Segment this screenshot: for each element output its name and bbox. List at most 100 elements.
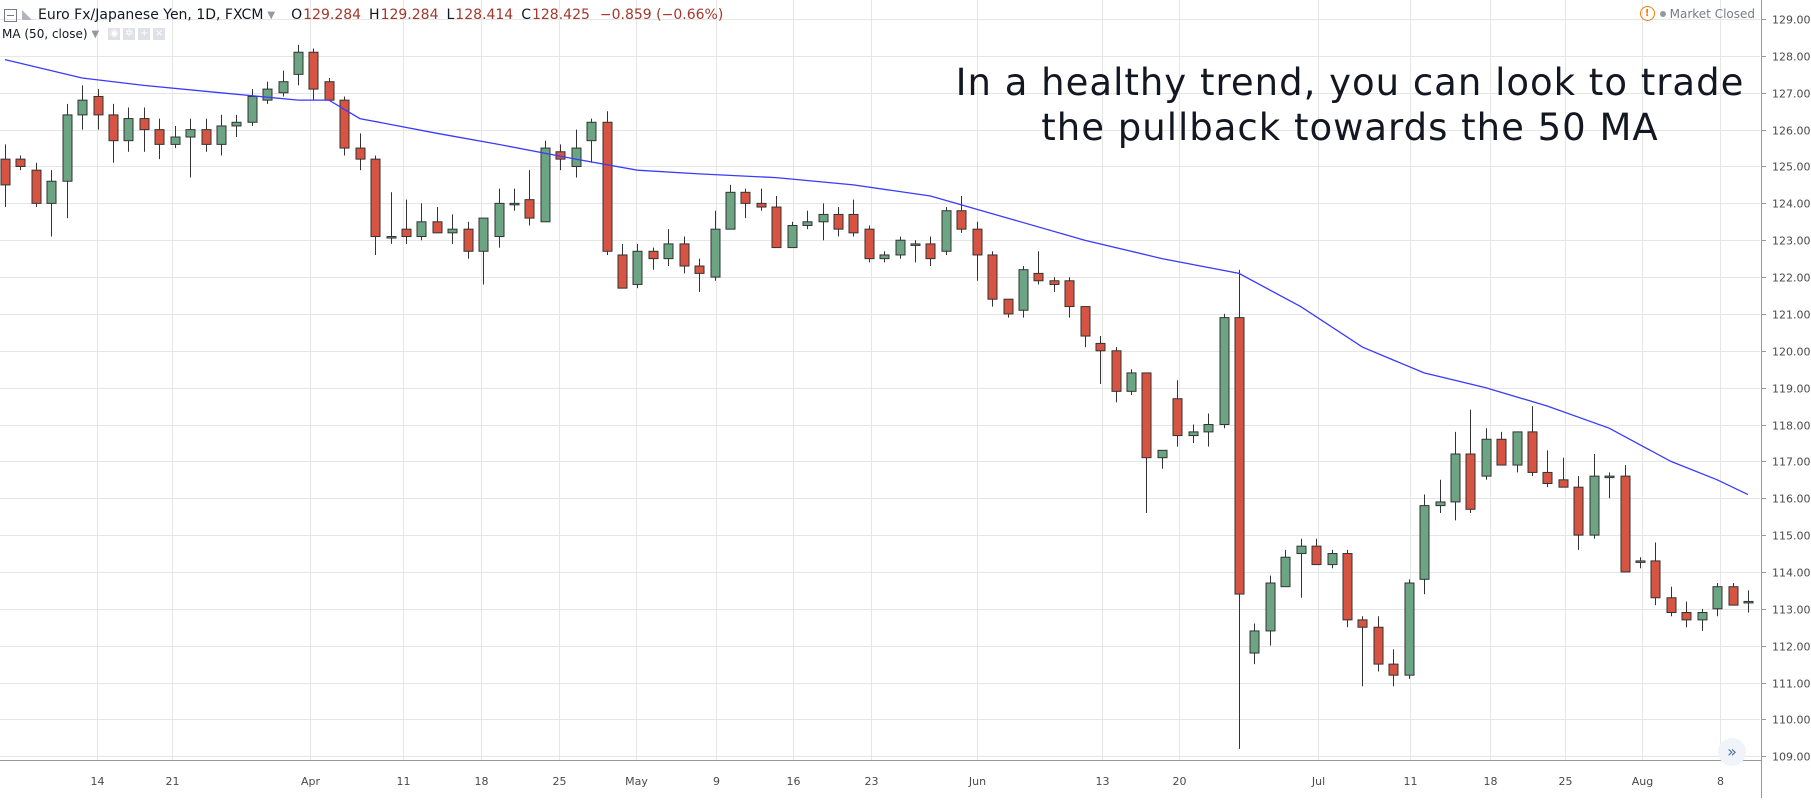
- candle-body: [925, 243, 936, 260]
- x-tick-label: 14: [91, 775, 105, 788]
- scroll-to-realtime-button[interactable]: »: [1718, 738, 1746, 766]
- candle-body: [93, 95, 104, 116]
- candle-body: [818, 213, 829, 223]
- x-tick-label: Jun: [968, 775, 986, 788]
- candle-body: [262, 88, 273, 101]
- moving-average: [4, 58, 1749, 496]
- market-status: ! Market Closed: [1639, 6, 1755, 21]
- candle-body: [632, 250, 643, 285]
- y-tick-label: 113.000: [1772, 604, 1811, 617]
- x-tick-label: 11: [1404, 775, 1418, 788]
- candle-body: [602, 121, 613, 252]
- candle-body: [123, 118, 134, 142]
- annotation-line-1: In a healthy trend, you can look to trad…: [955, 61, 1745, 104]
- low-value: 128.414: [455, 7, 514, 23]
- candle-body: [308, 51, 319, 90]
- candle-body: [1265, 582, 1276, 632]
- symbol-header: Euro Fx/Japanese Yen, 1D, FXCM ▼ O 129.28…: [0, 4, 723, 26]
- candle-body: [1373, 626, 1384, 665]
- candle-body: [972, 228, 983, 256]
- candle-body: [1234, 317, 1245, 595]
- y-tick-label: 109.000: [1772, 751, 1811, 764]
- candle-body: [1172, 398, 1183, 437]
- candle-body: [864, 228, 875, 260]
- chart-annotation: In a healthy trend, you can look to trad…: [930, 60, 1770, 150]
- candle-body: [447, 228, 458, 234]
- y-tick-label: 117.000: [1772, 456, 1811, 469]
- chevron-down-icon[interactable]: ▼: [267, 9, 276, 21]
- y-tick-label: 118.000: [1772, 420, 1811, 433]
- candle-body: [231, 121, 242, 127]
- x-tick-label: Jul: [1311, 775, 1325, 788]
- y-tick-label: 124.000: [1772, 198, 1811, 211]
- low-label: L: [446, 7, 455, 23]
- eye-icon[interactable]: ◉: [108, 28, 121, 40]
- warning-icon[interactable]: !: [1639, 6, 1655, 21]
- candle-body: [1219, 317, 1230, 426]
- y-tick-label: 115.000: [1772, 530, 1811, 543]
- x-tick-label: 11: [397, 775, 411, 788]
- candle-body: [432, 221, 443, 234]
- candle-body: [1141, 372, 1152, 459]
- candle-body: [1697, 612, 1708, 621]
- candle-body: [1681, 612, 1692, 621]
- candle-body: [1080, 306, 1091, 337]
- candle-body: [710, 228, 721, 278]
- candle-body: [355, 147, 366, 160]
- change-value: −0.859 (−0.66%): [599, 7, 724, 23]
- y-tick-label: 128.000: [1772, 51, 1811, 64]
- candle-body: [216, 125, 227, 145]
- close-icon[interactable]: ×: [153, 28, 166, 40]
- candle-body: [586, 121, 597, 142]
- y-tick-label: 123.000: [1772, 235, 1811, 248]
- candle-body: [278, 81, 289, 94]
- candle-body: [416, 221, 427, 238]
- collapse-icon[interactable]: [4, 8, 17, 22]
- candle-body: [1635, 560, 1646, 563]
- candle-body: [771, 206, 782, 249]
- candle-body: [725, 191, 736, 230]
- candle-body: [62, 114, 73, 182]
- symbol-title[interactable]: Euro Fx/Japanese Yen, 1D, FXCM: [38, 7, 264, 23]
- chevron-down-icon[interactable]: ▼: [91, 28, 100, 40]
- indicator-label[interactable]: MA (50, close): [2, 27, 88, 41]
- candle-body: [1650, 560, 1661, 599]
- x-tick-label: 23: [865, 775, 879, 788]
- candle-body: [1404, 582, 1415, 676]
- candle-body: [571, 147, 582, 167]
- candle-body: [1573, 486, 1584, 536]
- x-tick-label: 13: [1096, 775, 1110, 788]
- x-tick-label: 8: [1717, 775, 1724, 788]
- candle-body: [247, 95, 258, 123]
- candle-body: [617, 254, 628, 289]
- x-tick-label: 25: [553, 775, 567, 788]
- candle-body: [1435, 501, 1446, 507]
- candle-body: [1280, 556, 1291, 588]
- candle-body: [463, 228, 474, 252]
- candle-body: [956, 210, 967, 230]
- y-tick-label: 129.000: [1772, 14, 1811, 27]
- candle-body: [1728, 586, 1739, 606]
- candle-body: [339, 99, 350, 149]
- high-value: 129.284: [380, 7, 439, 23]
- y-tick-label: 110.000: [1772, 714, 1811, 727]
- symbol-flag-icon: [22, 10, 32, 20]
- add-icon[interactable]: +: [138, 28, 151, 40]
- market-status-text: Market Closed: [1669, 6, 1755, 21]
- y-tick-label: 125.000: [1772, 161, 1811, 174]
- candle-body: [895, 239, 906, 256]
- candle-body: [1311, 545, 1322, 566]
- candle-body: [1604, 475, 1615, 479]
- candle-body: [77, 99, 88, 116]
- candle-body: [1003, 298, 1014, 315]
- candle-body: [1450, 453, 1461, 503]
- candle-body: [1327, 553, 1338, 566]
- y-tick-label: 122.000: [1772, 272, 1811, 285]
- candle-body: [941, 210, 952, 252]
- x-tick-label: 9: [713, 775, 720, 788]
- settings-icon[interactable]: ✲: [123, 28, 136, 40]
- candle-body: [1589, 475, 1600, 536]
- candle-body: [1049, 280, 1060, 285]
